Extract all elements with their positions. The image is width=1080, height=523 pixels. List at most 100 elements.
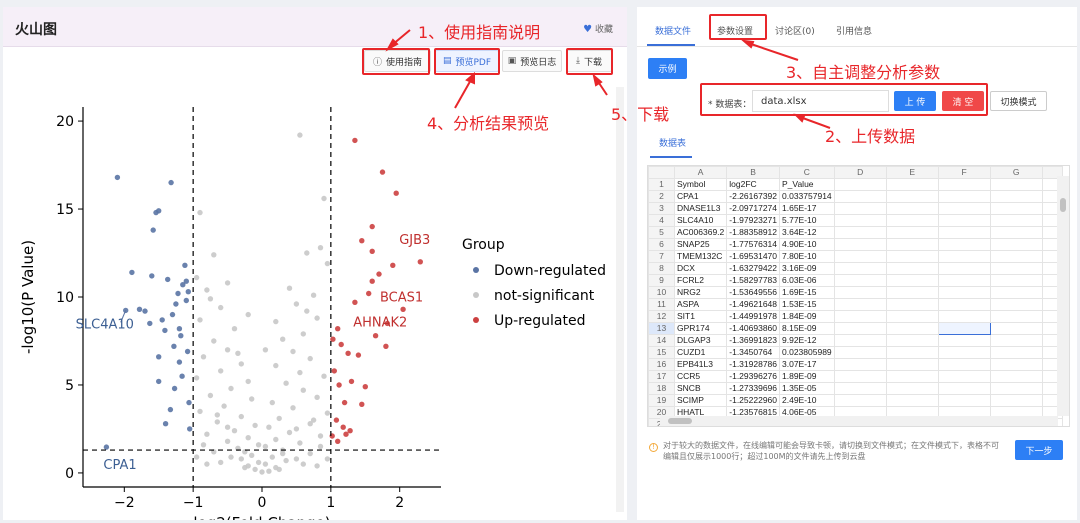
table-cell[interactable] [833, 334, 887, 347]
table-cell[interactable] [989, 190, 1043, 203]
row-header[interactable]: 3 [648, 202, 675, 215]
table-cell[interactable] [885, 286, 939, 299]
table-row[interactable]: 3 DNASE1L3 -2.09717274 1.65E-17 [648, 202, 1063, 215]
table-cell[interactable] [937, 394, 991, 407]
table-row[interactable]: 6 SNAP25 -1.77576314 4.90E-10 [648, 238, 1063, 251]
row-header[interactable]: 18 [648, 382, 675, 395]
table-cell[interactable] [989, 238, 1043, 251]
table-cell[interactable]: 9.92E-12 [779, 334, 835, 347]
table-cell[interactable]: log2FC [726, 178, 781, 191]
tab-param-settings[interactable]: 参数设置 [717, 27, 754, 37]
table-cell[interactable] [833, 190, 887, 203]
table-cell[interactable] [937, 238, 991, 251]
table-row[interactable]: 8 DCX -1.63279422 3.16E-09 [648, 262, 1063, 275]
table-cell[interactable] [833, 262, 887, 275]
table-cell[interactable] [937, 202, 991, 215]
spreadsheet[interactable]: A B C D E F G 1 Symbol log2FC P_Value 2 CPA1 -2.26167… [647, 165, 1070, 427]
table-row[interactable]: 15 CUZD1 -1.3450764 0.023805989 [648, 346, 1063, 359]
table-cell[interactable] [989, 202, 1043, 215]
guide-button[interactable]: ⓘ 使用指南 [364, 50, 431, 72]
table-row[interactable]: 14 DLGAP3 -1.36991823 9.92E-12 [648, 334, 1063, 347]
table-cell[interactable]: CUZD1 [673, 346, 728, 359]
table-cell[interactable] [937, 262, 991, 275]
table-cell[interactable] [833, 250, 887, 263]
row-header[interactable]: 6 [648, 238, 675, 251]
table-cell[interactable] [885, 190, 939, 203]
table-cell[interactable] [937, 358, 991, 371]
table-cell[interactable] [833, 358, 887, 371]
table-cell[interactable] [833, 298, 887, 311]
row-header[interactable]: 10 [648, 286, 675, 299]
table-cell[interactable] [937, 190, 991, 203]
table-cell[interactable] [937, 226, 991, 239]
vertical-scrollbar[interactable] [616, 87, 624, 512]
table-cell[interactable]: -2.26167392 [726, 190, 781, 203]
row-header[interactable]: 11 [648, 298, 675, 311]
table-cell[interactable]: CPA1 [673, 190, 728, 203]
column-header[interactable]: D [833, 166, 887, 179]
table-cell[interactable]: GPR174 [673, 322, 728, 335]
table-cell[interactable] [833, 382, 887, 395]
row-header[interactable]: 13 [648, 322, 675, 335]
row-header[interactable]: 19 [648, 394, 675, 407]
table-cell[interactable] [885, 178, 939, 191]
table-cell[interactable]: FCRL2 [673, 274, 728, 287]
table-cell[interactable] [989, 370, 1043, 383]
table-cell[interactable] [833, 322, 887, 335]
table-cell[interactable]: SIT1 [673, 310, 728, 323]
table-row[interactable]: 13 GPR174 -1.40693860 8.15E-09 [648, 322, 1063, 335]
table-cell[interactable] [885, 262, 939, 275]
table-cell[interactable] [833, 346, 887, 359]
table-cell[interactable] [989, 226, 1043, 239]
table-cell[interactable] [833, 286, 887, 299]
column-header[interactable]: C [779, 166, 835, 179]
table-cell[interactable] [989, 274, 1043, 287]
favorite-button[interactable]: ♥ 收藏 [583, 22, 613, 35]
row-header[interactable]: 4 [648, 214, 675, 227]
table-cell[interactable] [885, 394, 939, 407]
table-cell[interactable]: 6.03E-06 [779, 274, 835, 287]
table-cell[interactable]: -1.77576314 [726, 238, 781, 251]
table-cell[interactable] [989, 310, 1043, 323]
table-cell[interactable] [885, 334, 939, 347]
table-cell[interactable]: -1.88358912 [726, 226, 781, 239]
table-cell[interactable]: SNCB [673, 382, 728, 395]
column-header[interactable]: G [989, 166, 1043, 179]
table-cell[interactable]: NRG2 [673, 286, 728, 299]
row-header[interactable]: 1 [648, 178, 675, 191]
table-cell[interactable]: TMEM132C [673, 250, 728, 263]
table-cell[interactable] [833, 214, 887, 227]
table-cell[interactable] [885, 358, 939, 371]
column-header[interactable]: B [726, 166, 781, 179]
row-header[interactable]: 15 [648, 346, 675, 359]
table-cell[interactable]: 7.80E-10 [779, 250, 835, 263]
table-cell[interactable] [937, 274, 991, 287]
file-input[interactable]: data.xlsx [752, 90, 889, 112]
table-cell[interactable]: DNASE1L3 [673, 202, 728, 215]
row-header[interactable]: 14 [648, 334, 675, 347]
table-row[interactable]: 16 EPB41L3 -1.31928786 3.07E-17 [648, 358, 1063, 371]
tab-discussion[interactable]: 讨论区(0) [775, 27, 815, 37]
table-row[interactable]: 19 SCIMP -1.25222960 2.49E-10 [648, 394, 1063, 407]
table-cell[interactable] [833, 226, 887, 239]
table-cell[interactable]: CCR5 [673, 370, 728, 383]
table-cell[interactable] [833, 178, 887, 191]
table-cell[interactable]: 5.77E-10 [779, 214, 835, 227]
table-cell[interactable]: 1.65E-17 [779, 202, 835, 215]
table-cell[interactable] [937, 382, 991, 395]
column-header[interactable]: A [673, 166, 728, 179]
table-cell[interactable] [885, 370, 939, 383]
table-cell[interactable] [937, 250, 991, 263]
row-header[interactable]: 20 [648, 406, 675, 419]
row-header[interactable]: 16 [648, 358, 675, 371]
download-button[interactable]: ⤓ 下载 [566, 50, 612, 72]
row-header[interactable]: 9 [648, 274, 675, 287]
table-cell[interactable] [885, 214, 939, 227]
table-cell[interactable]: 1.53E-15 [779, 298, 835, 311]
table-cell[interactable] [989, 178, 1043, 191]
table-cell[interactable] [989, 262, 1043, 275]
table-cell[interactable]: Symbol [673, 178, 728, 191]
table-cell[interactable] [937, 286, 991, 299]
table-cell[interactable]: -1.31928786 [726, 358, 781, 371]
table-cell[interactable] [885, 274, 939, 287]
